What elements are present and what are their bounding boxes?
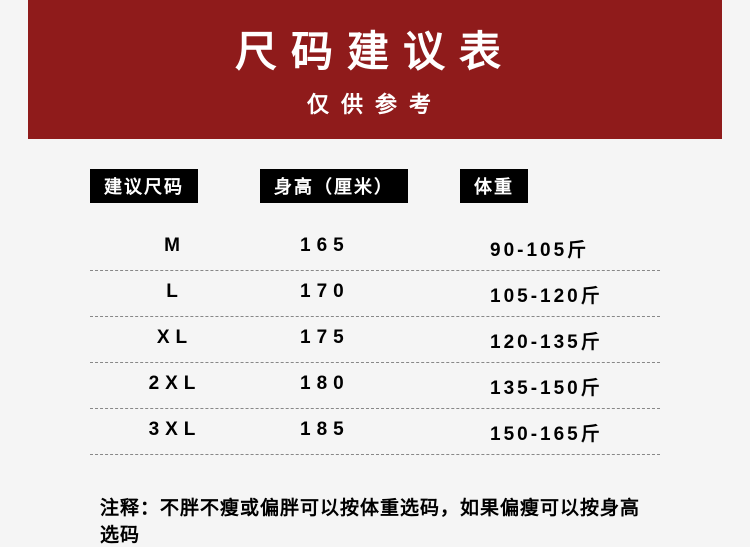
- table-row: M16590-105斤: [90, 225, 660, 271]
- cell-weight: 135-150斤: [460, 373, 660, 400]
- header-size: 建议尺码: [90, 169, 198, 203]
- cell-height: 165: [260, 235, 460, 262]
- cell-weight: 105-120斤: [460, 281, 660, 308]
- table-row: 2XL180135-150斤: [90, 363, 660, 409]
- cell-weight: 90-105斤: [460, 235, 660, 262]
- header-height: 身高（厘米）: [260, 169, 408, 203]
- cell-size: L: [90, 281, 260, 308]
- cell-size: 2XL: [90, 373, 260, 400]
- size-table: 建议尺码 身高（厘米） 体重 M16590-105斤L170105-120斤XL…: [0, 169, 750, 455]
- table-row: XL175120-135斤: [90, 317, 660, 363]
- cell-size: XL: [90, 327, 260, 354]
- table-row: 3XL185150-165斤: [90, 409, 660, 455]
- banner-title: 尺码建议表: [28, 18, 722, 79]
- banner-subtitle: 仅供参考: [28, 87, 722, 119]
- cell-height: 170: [260, 281, 460, 308]
- table-header-row: 建议尺码 身高（厘米） 体重: [90, 169, 660, 203]
- cell-height: 185: [260, 419, 460, 446]
- cell-size: M: [90, 235, 260, 262]
- cell-height: 180: [260, 373, 460, 400]
- cell-size: 3XL: [90, 419, 260, 446]
- header-weight: 体重: [460, 169, 528, 203]
- cell-weight: 150-165斤: [460, 419, 660, 446]
- cell-weight: 120-135斤: [460, 327, 660, 354]
- note-label: 注释：: [100, 498, 160, 519]
- note: 注释：不胖不瘦或偏胖可以按体重选码，如果偏瘦可以按身高选码: [100, 493, 660, 547]
- table-row: L170105-120斤: [90, 271, 660, 317]
- banner: 尺码建议表 仅供参考: [28, 0, 722, 139]
- note-text: 不胖不瘦或偏胖可以按体重选码，如果偏瘦可以按身高选码: [100, 498, 640, 546]
- cell-height: 175: [260, 327, 460, 354]
